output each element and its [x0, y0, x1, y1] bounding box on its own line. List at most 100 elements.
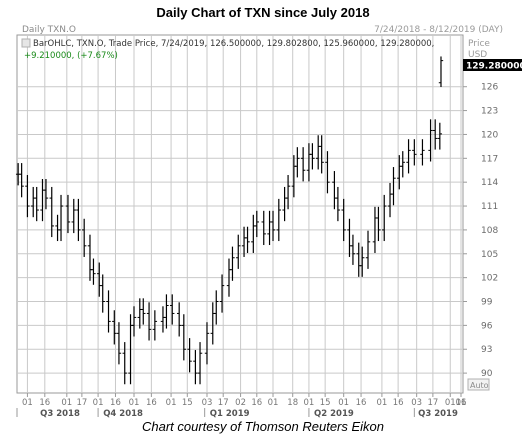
ohlc-bar	[400, 151, 405, 178]
quarter-label: Q1 2019	[210, 409, 250, 419]
auto-scale-label[interactable]: Auto	[470, 381, 489, 390]
price-tick-label: 123	[481, 107, 498, 117]
last-price-label: 129.280000	[466, 62, 526, 72]
day-tick-label: 15	[320, 398, 331, 408]
ohlc-bar	[210, 302, 215, 345]
ohlc-bar	[81, 218, 87, 257]
ohlc-bar	[437, 122, 443, 150]
ohlc-bar	[387, 182, 393, 218]
time-axis-quarter-labels: Q3 2018 Q4 2018 Q1 2019 Q2 2019 Q3 2019	[16, 408, 458, 419]
ohlc-bar	[91, 258, 96, 285]
symbol-tab[interactable]: Daily TXN.O	[22, 25, 76, 35]
price-tick-label: 108	[481, 226, 498, 236]
ohlc-bar	[187, 338, 192, 373]
price-tick-label: 111	[481, 202, 498, 212]
ohlc-bar	[43, 178, 49, 210]
ohlc-bar	[428, 119, 433, 162]
ohlc-bar	[295, 147, 300, 178]
chart-title: Daily Chart of TXN since July 2018	[156, 5, 370, 20]
currency-label: USD	[468, 50, 487, 60]
ohlc-bar	[76, 198, 81, 242]
ohlc-bar	[267, 210, 272, 246]
ohlc-bar	[122, 342, 127, 385]
price-tick-label: 126	[481, 83, 498, 93]
ohlc-bar	[261, 210, 266, 246]
ohlc-bar	[219, 274, 225, 313]
ohlc-bar	[204, 322, 210, 365]
day-tick-label: 16	[251, 398, 262, 408]
day-tick-label: 16	[356, 398, 367, 408]
series-toggle-icon[interactable]	[21, 38, 31, 48]
ohlc-bar	[112, 310, 117, 345]
ohlc-bar	[181, 314, 187, 361]
ohlc-bar	[152, 310, 158, 341]
ohlc-bar	[341, 198, 346, 242]
price-tick-label: 102	[481, 274, 498, 284]
ohlc-bar	[230, 246, 235, 281]
ohlc-bar	[391, 167, 396, 206]
day-tick-label: 01	[445, 398, 456, 408]
ohlc-bar	[319, 135, 324, 174]
ohlc-bar	[360, 246, 365, 277]
chart-caption: Chart courtesy of Thomson Reuters Eikon	[141, 419, 385, 434]
plot-border	[16, 34, 464, 394]
day-tick-label: 01	[22, 398, 33, 408]
ohlc-bar	[420, 139, 425, 166]
ohlc-bar	[71, 198, 76, 234]
ohlc-bar	[350, 234, 356, 265]
day-tick-label: 18	[287, 398, 298, 408]
price-axis-title: Price	[468, 39, 490, 49]
time-axis-day-labels: 01 16 01 17 01 16 01 16 01 15 03 17 02 16 01 18 01 15 01 16…	[22, 393, 466, 408]
price-tick-label: 90	[481, 369, 493, 379]
last-price-tag	[463, 59, 522, 71]
ohlc-bar	[25, 175, 30, 218]
day-tick-label: 15	[182, 398, 193, 408]
day-tick-label: 17	[427, 398, 438, 408]
ohlc-bar	[55, 214, 60, 242]
ohlc-bar	[141, 298, 146, 325]
ohlc-bar	[137, 298, 142, 329]
ohlc-bar	[236, 234, 241, 269]
day-tick-label: 16	[393, 398, 404, 408]
day-tick-label: 01	[338, 398, 349, 408]
day-tick-label: 01	[129, 398, 140, 408]
ohlc-bar	[254, 210, 259, 238]
ohlc-bar	[310, 143, 315, 170]
ohlc-bar	[382, 194, 387, 242]
ohlc-bar	[251, 214, 256, 253]
series-info-line: BarOHLC, TXN.O, Trade Price, 7/24/2019, …	[33, 39, 434, 49]
ohlc-bar	[282, 186, 287, 222]
ohlc-bar	[245, 226, 250, 253]
ohlc-bar	[241, 226, 247, 257]
quarter-label: Q4 2018	[103, 409, 143, 419]
ohlc-bar	[164, 294, 169, 329]
price-tick-label: 120	[481, 130, 498, 140]
ohlc-bar	[276, 198, 282, 242]
ohlc-bar	[106, 290, 111, 333]
ohlc-bar	[325, 151, 330, 194]
price-tick-label: 96	[481, 321, 493, 331]
ohlc-bar	[116, 322, 122, 365]
ohlc-bar	[146, 302, 152, 341]
day-tick-label: 03	[202, 398, 213, 408]
day-tick-label: 02	[235, 398, 246, 408]
day-tick-label: 17	[76, 398, 87, 408]
day-tick-label: 01	[166, 398, 177, 408]
day-tick-label: 01	[268, 398, 279, 408]
ohlc-bar	[31, 186, 36, 218]
ohlc-bar	[315, 135, 321, 170]
auto-scale-button[interactable]	[467, 378, 490, 391]
price-tick-label: 99	[481, 298, 493, 308]
ohlc-bar	[432, 119, 438, 150]
quarter-label: Q3 2019	[418, 409, 458, 419]
grid	[17, 35, 463, 393]
quarter-label: Q3 2018	[40, 409, 80, 419]
price-bars	[15, 56, 444, 385]
ohlc-bar	[376, 206, 381, 242]
day-tick-label: 01	[304, 398, 315, 408]
ohlc-bar	[19, 163, 24, 198]
ohlc-bar	[131, 306, 137, 337]
ohlc-bar	[270, 210, 276, 242]
ohlc-bar	[176, 302, 182, 337]
